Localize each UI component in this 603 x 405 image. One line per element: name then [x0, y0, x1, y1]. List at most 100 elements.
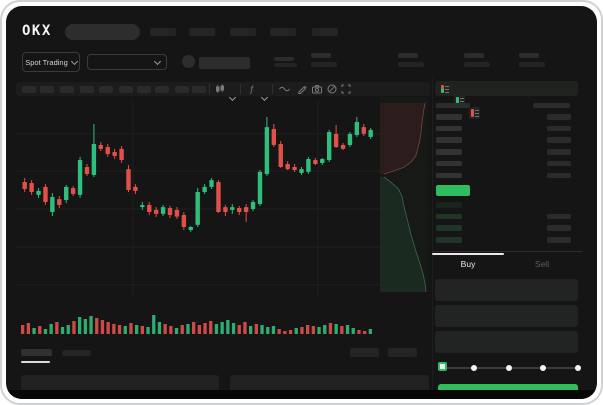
candle-type-icon[interactable] — [214, 84, 226, 94]
camera-icon[interactable] — [311, 83, 323, 95]
search-input[interactable] — [65, 24, 140, 40]
bid-row-price-placeholder[interactable] — [436, 237, 462, 243]
depth-bids-area — [380, 176, 427, 292]
pair-name-placeholder[interactable] — [199, 57, 250, 69]
volume-bar — [112, 324, 116, 334]
timeframe-button-placeholder[interactable] — [22, 86, 36, 93]
volume-bar — [203, 323, 207, 334]
slider-handle[interactable] — [438, 362, 447, 371]
volume-bar — [78, 317, 82, 334]
timeframe-button-placeholder[interactable] — [40, 86, 54, 93]
volume-bar — [243, 322, 247, 334]
volume-bar — [140, 326, 144, 334]
timeframe-button-placeholder[interactable] — [175, 86, 189, 93]
market-stat-low — [464, 53, 490, 67]
fullscreen-icon[interactable] — [340, 83, 352, 95]
ask-row-amount-placeholder — [547, 160, 571, 167]
ask-row-price-placeholder[interactable] — [436, 114, 462, 120]
buy-tab[interactable]: Buy — [460, 259, 476, 269]
market-stat-volume — [519, 53, 545, 67]
nav-item-placeholder[interactable] — [230, 28, 256, 36]
volume-bar — [197, 325, 201, 334]
volume-bar — [306, 325, 310, 334]
timeframe-button-placeholder[interactable] — [192, 86, 206, 93]
settings-icon[interactable] — [326, 83, 338, 95]
order-total-field[interactable] — [435, 331, 578, 353]
depth-background — [380, 97, 428, 292]
order-history-tab-placeholder[interactable] — [62, 350, 91, 356]
candlestick-chart[interactable] — [6, 6, 597, 399]
timeframe-button-placeholder[interactable] — [155, 86, 169, 93]
ask-row-amount-placeholder — [547, 114, 571, 120]
ask-row-amount-placeholder — [547, 125, 571, 132]
orderbook-view-asks-icon[interactable] — [469, 107, 480, 119]
volume-bar — [83, 319, 87, 334]
slider-dot[interactable] — [575, 364, 581, 371]
bid-row-price-placeholder[interactable] — [436, 202, 462, 208]
timeframe-button-placeholder[interactable] — [80, 86, 94, 93]
last-price-placeholder — [274, 57, 294, 61]
ask-row-amount-placeholder — [547, 172, 571, 178]
sell-tab[interactable]: Sell — [534, 259, 550, 269]
nav-item-placeholder[interactable] — [150, 28, 176, 36]
slider-dot[interactable] — [540, 364, 547, 371]
order-amount-field[interactable] — [435, 305, 578, 327]
amount-slider[interactable] — [438, 362, 581, 371]
volume-bar — [32, 328, 36, 334]
toolbar-divider — [240, 84, 241, 94]
bottom-action-placeholder[interactable] — [350, 348, 379, 357]
okx-logo[interactable]: OKX — [22, 23, 52, 39]
orders-tab-active-placeholder[interactable] — [21, 349, 52, 356]
line-wave-icon[interactable] — [278, 84, 290, 94]
ask-row-price-placeholder[interactable] — [436, 172, 462, 178]
volume-bar — [174, 328, 179, 334]
toolbar-divider — [272, 84, 273, 94]
indicators-icon[interactable]: ƒ — [249, 84, 255, 94]
market-type-dropdown[interactable]: Spot Trading — [22, 52, 80, 72]
last-price-badge[interactable] — [436, 185, 470, 196]
volume-bar — [226, 320, 230, 334]
volume-bar — [49, 324, 53, 334]
timeframe-button-placeholder[interactable] — [99, 86, 113, 93]
nav-item-placeholder[interactable] — [312, 28, 338, 36]
order-price-field[interactable] — [435, 279, 578, 301]
bottom-action-placeholder[interactable] — [388, 348, 417, 357]
volume-bar — [146, 327, 150, 334]
ask-row-price-placeholder[interactable] — [436, 160, 462, 167]
orderbook-toolbar — [435, 81, 578, 96]
pair-selector-dropdown[interactable] — [87, 54, 167, 70]
slider-dot[interactable] — [470, 364, 477, 371]
timeframe-button-placeholder[interactable] — [119, 86, 133, 93]
draw-pencil-icon[interactable] — [296, 83, 308, 95]
volume-bar — [249, 326, 253, 334]
volume-bar — [123, 326, 127, 334]
volume-bar — [89, 316, 93, 334]
timeframe-button-placeholder[interactable] — [60, 86, 74, 93]
volume-bar — [21, 325, 25, 334]
ask-row-price-placeholder[interactable] — [436, 125, 462, 132]
orderbook-amount-header-placeholder — [533, 103, 570, 108]
orderbook-view-combined-icon[interactable] — [439, 83, 450, 95]
volume-bar — [55, 322, 59, 334]
volume-bar — [192, 322, 196, 334]
buy-button[interactable] — [438, 384, 578, 397]
buy-tab-underline — [432, 253, 504, 255]
volume-bar — [157, 322, 162, 334]
orderbook-price-header-placeholder — [436, 103, 470, 108]
volume-bar — [311, 326, 315, 334]
pair-coin-icon — [182, 55, 195, 68]
timeframe-button-placeholder[interactable] — [137, 86, 151, 93]
slider-dot[interactable] — [505, 364, 512, 371]
order-details-panel-placeholder — [230, 375, 429, 396]
volume-bar — [106, 322, 110, 334]
volume-bar — [186, 324, 190, 334]
bid-row-price-placeholder[interactable] — [436, 225, 462, 231]
ask-row-price-placeholder[interactable] — [436, 149, 462, 155]
nav-item-placeholder[interactable] — [189, 28, 215, 36]
nav-item-placeholder[interactable] — [270, 28, 296, 36]
ask-row-price-placeholder[interactable] — [436, 137, 462, 143]
bid-row-price-placeholder[interactable] — [436, 213, 462, 220]
volume-bar — [129, 323, 133, 334]
volume-bar — [180, 325, 184, 334]
